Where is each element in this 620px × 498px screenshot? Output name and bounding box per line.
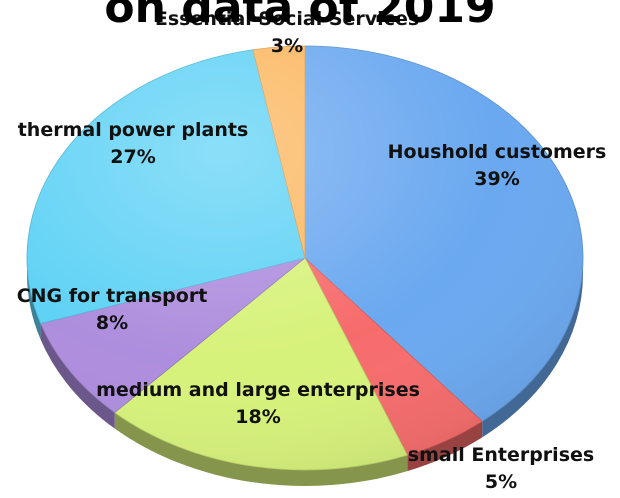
pie-depth xyxy=(27,258,583,486)
slice-label-3: CNG for transport xyxy=(17,285,208,307)
pie-side-3 xyxy=(40,323,115,429)
slice-value-label-1: 5% xyxy=(485,471,517,493)
slice-label-1: small Enterprises xyxy=(408,444,594,466)
slice-label-5: Essential Social Services xyxy=(155,8,419,30)
slice-label-4: thermal power plants xyxy=(18,119,249,141)
slice-value-label-2: 18% xyxy=(235,406,280,428)
slice-value-label-4: 27% xyxy=(110,146,155,168)
pie-side-1 xyxy=(407,421,483,472)
slice-label-0: Houshold customers xyxy=(388,141,607,163)
pie-sheen xyxy=(27,46,583,470)
slice-value-label-5: 3% xyxy=(271,35,303,57)
pie-side-0 xyxy=(482,258,583,438)
chart-title: on data of 2019 xyxy=(104,0,495,33)
pie-slices xyxy=(26,45,584,471)
slice-label-2: medium and large enterprises xyxy=(96,379,420,401)
slice-value-label-0: 39% xyxy=(474,168,519,190)
slice-value-label-3: 8% xyxy=(96,312,128,334)
pie-side-2 xyxy=(114,412,408,486)
pie-side-4 xyxy=(27,258,41,340)
pie-labels: Houshold customers 39% small Enterprises 5%… xyxy=(17,8,607,493)
